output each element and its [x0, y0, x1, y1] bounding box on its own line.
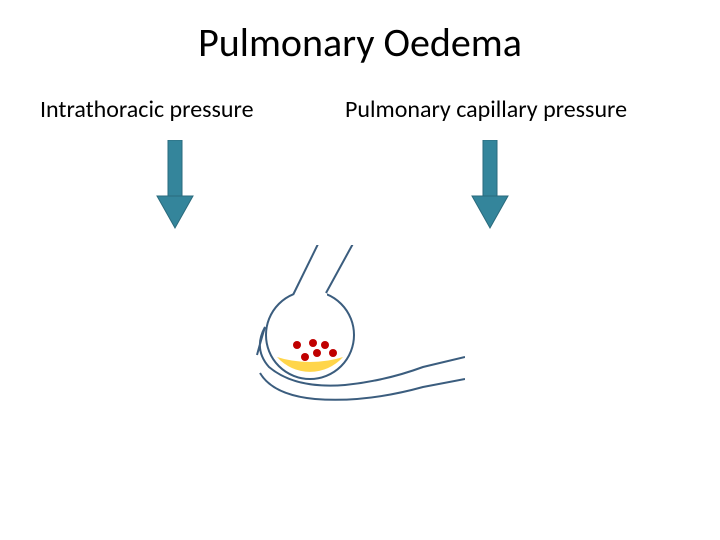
page-title: Pulmonary Oedema: [0, 18, 720, 67]
alveolus-diagram: [225, 245, 465, 415]
arrow-down-right-icon: [470, 140, 510, 230]
label-intrathoracic: Intrathoracic pressure: [40, 95, 254, 124]
arrow-down-left-icon: [155, 140, 195, 230]
label-capillary: Pulmonary capillary pressure: [345, 95, 627, 124]
